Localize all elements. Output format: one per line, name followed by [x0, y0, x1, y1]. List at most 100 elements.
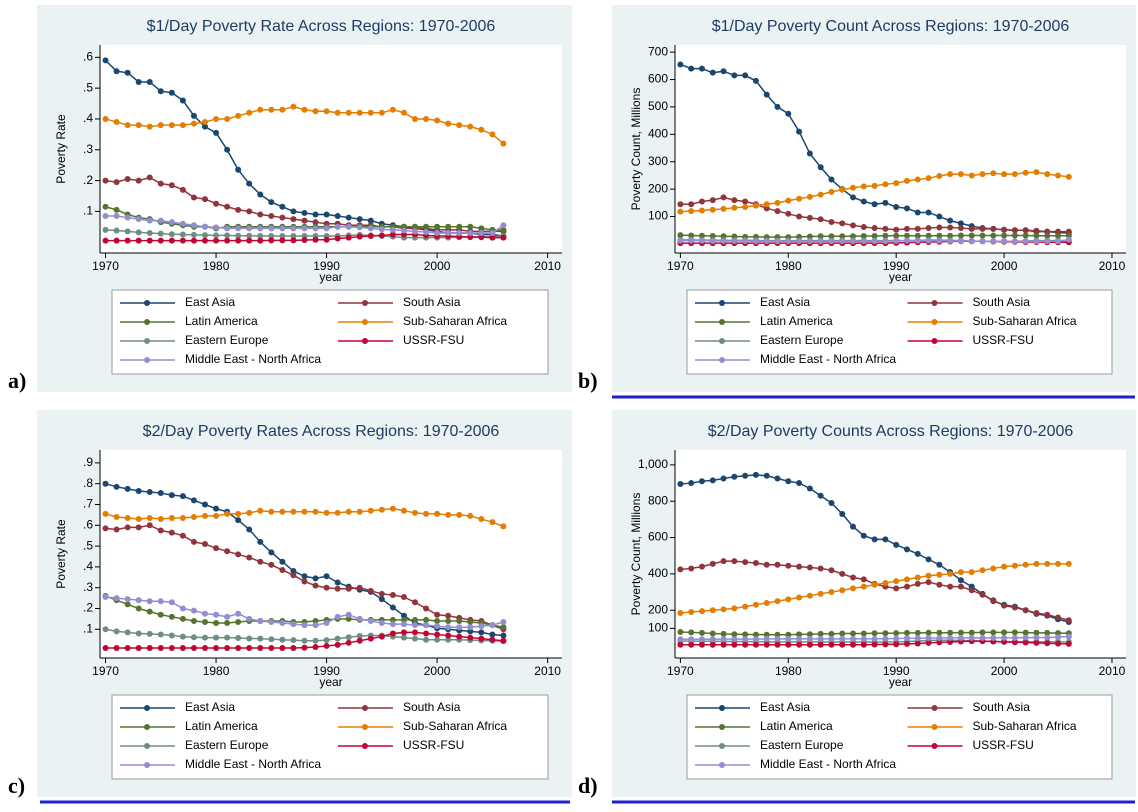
series-marker: [677, 609, 684, 616]
series-marker: [947, 583, 954, 590]
series-marker: [345, 615, 352, 622]
series-marker: [1033, 169, 1040, 176]
series-marker: [936, 561, 943, 568]
series-marker: [698, 198, 705, 205]
series-marker: [785, 110, 792, 117]
series-marker: [345, 109, 352, 116]
series-marker: [1011, 629, 1018, 636]
series-marker: [434, 229, 441, 236]
legend-label: South Asia: [973, 295, 1031, 309]
series-marker: [850, 585, 857, 592]
series-marker: [124, 524, 131, 531]
series-marker: [688, 65, 695, 72]
series-marker: [246, 635, 253, 642]
series-marker: [731, 204, 738, 211]
series-marker: [709, 636, 716, 643]
series-marker: [235, 225, 242, 232]
series-marker: [124, 515, 131, 522]
series-marker: [301, 637, 308, 644]
series-marker: [860, 198, 867, 205]
series-marker: [157, 516, 164, 523]
series-marker: [323, 225, 330, 232]
series-marker: [202, 645, 208, 652]
series-marker: [936, 581, 943, 588]
series-marker: [445, 223, 452, 230]
series-marker: [279, 214, 286, 221]
series-marker: [677, 61, 684, 68]
series-marker: [367, 217, 374, 224]
series-marker: [990, 597, 997, 604]
series-marker: [412, 228, 418, 235]
series-marker: [752, 631, 759, 638]
series-marker: [806, 233, 813, 240]
y-axis-title: Poverty Rate: [54, 114, 68, 184]
series-marker: [423, 630, 430, 637]
series-marker: [190, 120, 197, 127]
series-marker: [268, 561, 275, 568]
series-marker: [731, 473, 738, 480]
series-marker: [113, 119, 120, 126]
series-marker: [389, 604, 396, 611]
x-tick-label: 2010: [1099, 664, 1126, 678]
series-marker: [925, 572, 932, 579]
series-marker: [235, 206, 242, 213]
series-marker: [1044, 232, 1051, 239]
y-tick-label: 500: [648, 99, 668, 113]
series-marker: [423, 115, 430, 122]
series-marker: [817, 233, 824, 240]
series-marker: [135, 597, 142, 604]
series-marker: [677, 629, 684, 636]
series-marker: [720, 233, 727, 240]
series-marker: [742, 237, 749, 244]
series-marker: [345, 214, 352, 221]
legend-label: East Asia: [760, 295, 810, 309]
series-marker: [752, 202, 759, 209]
series-marker: [688, 208, 695, 215]
series-marker: [179, 231, 186, 238]
series-marker: [720, 636, 727, 643]
series-marker: [1022, 227, 1029, 234]
legend-label: Sub-Saharan Africa: [973, 314, 1077, 328]
series-marker: [785, 210, 792, 217]
series-marker: [301, 508, 308, 515]
series-marker: [412, 622, 418, 629]
series-marker: [434, 117, 441, 124]
series-marker: [400, 507, 407, 514]
y-axis-title: Poverty Count, Millions: [629, 88, 643, 211]
legend-marker: [931, 724, 938, 730]
y-tick-label: 200: [648, 602, 668, 616]
series-marker: [279, 558, 286, 565]
series-marker: [914, 176, 921, 183]
series-marker: [168, 613, 175, 620]
series-marker: [752, 471, 759, 478]
series-marker: [828, 500, 835, 507]
series-marker: [423, 510, 430, 517]
series-marker: [882, 641, 889, 648]
series-marker: [135, 630, 142, 637]
series-marker: [135, 516, 142, 523]
panel-label: a): [8, 368, 26, 393]
series-marker: [979, 591, 986, 598]
series-marker: [774, 208, 781, 215]
chart-title: $1/Day Poverty Rate Across Regions: 1970…: [147, 18, 496, 35]
series-marker: [290, 508, 297, 515]
series-marker: [882, 536, 889, 543]
chart-title: $2/Day Poverty Rates Across Regions: 197…: [143, 423, 500, 440]
series-marker: [246, 180, 253, 187]
series-marker: [257, 617, 264, 624]
series-marker: [257, 106, 264, 113]
series-marker: [113, 227, 120, 234]
x-tick-label: 1990: [313, 664, 340, 678]
series-marker: [246, 232, 253, 239]
x-axis-title: year: [889, 675, 912, 689]
series-marker: [990, 629, 997, 636]
series-marker: [412, 616, 418, 623]
series-marker: [389, 630, 396, 637]
series-marker: [168, 182, 175, 189]
legend-label: Latin America: [185, 314, 258, 328]
series-marker: [871, 182, 878, 189]
series-marker: [467, 123, 474, 130]
series-marker: [279, 203, 286, 210]
series-marker: [936, 639, 943, 646]
series-marker: [301, 209, 308, 216]
